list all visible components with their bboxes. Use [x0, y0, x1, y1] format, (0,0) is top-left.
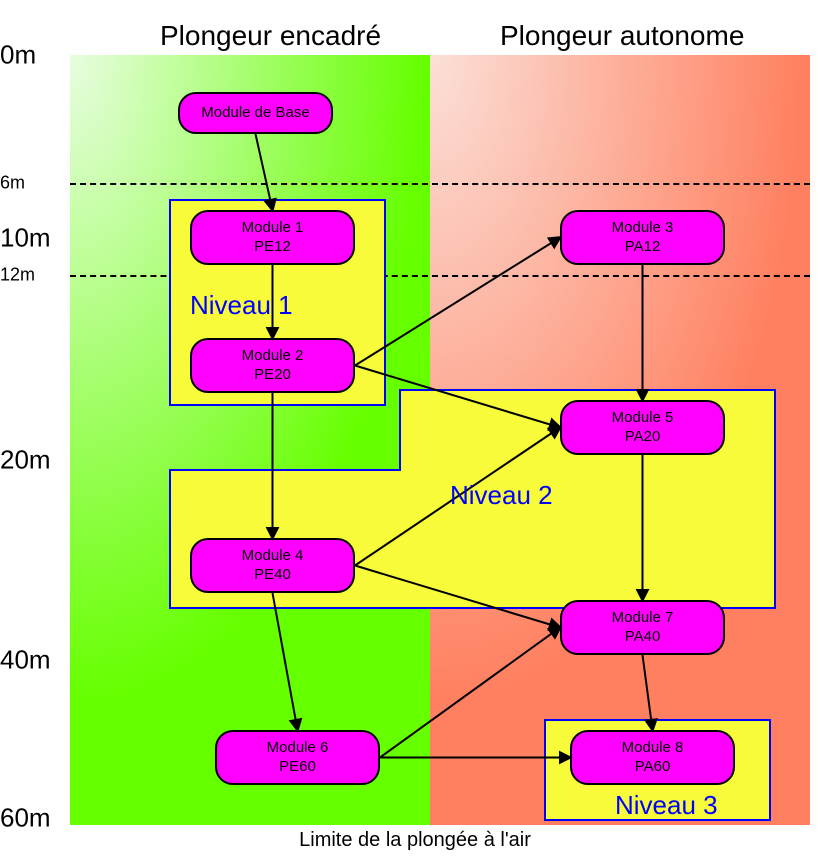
level-label-niveau1: Niveau 1	[190, 290, 293, 321]
footer-text: Limite de la plongée à l'air	[0, 829, 830, 852]
edge-m4-m7	[355, 566, 560, 628]
level-label-niveau2: Niveau 2	[450, 480, 553, 511]
edge-m2-m3	[355, 238, 560, 366]
edge-m7-m8	[643, 655, 653, 730]
edge-base-m1	[256, 134, 273, 210]
edge-m4-m6	[273, 593, 298, 730]
level-label-niveau3: Niveau 3	[615, 790, 718, 821]
edges-layer	[0, 0, 830, 858]
diagram-stage: Plongeur encadré Plongeur autonome 0m6m1…	[0, 0, 830, 858]
edge-m6-m7	[380, 628, 560, 758]
edge-m2-m5	[355, 366, 560, 428]
